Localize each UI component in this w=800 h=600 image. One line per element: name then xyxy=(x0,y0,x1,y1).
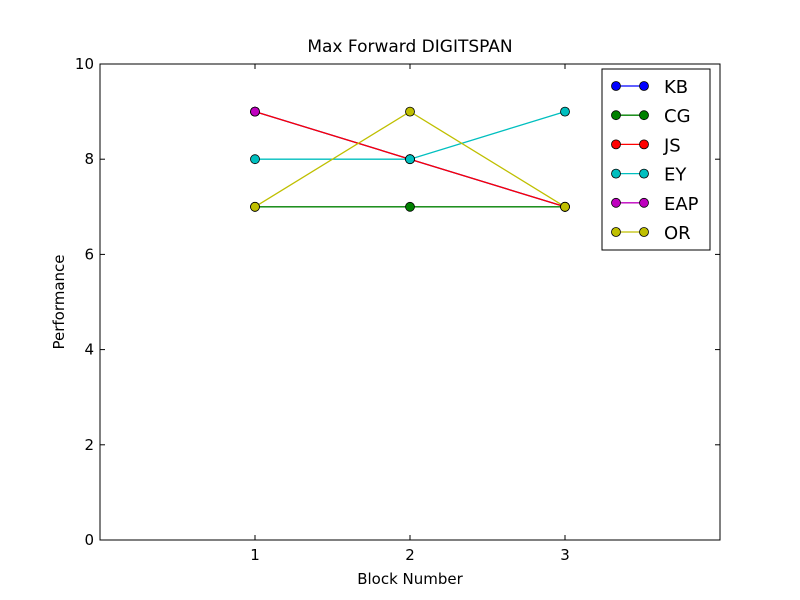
y-tick-label: 2 xyxy=(84,436,94,454)
plot-markers xyxy=(250,106,570,212)
legend-marker-right xyxy=(639,168,649,179)
y-tick-label: 6 xyxy=(84,245,94,263)
legend-label-js: JS xyxy=(663,135,681,156)
legend-marker-right xyxy=(639,81,649,91)
y-tick-label: 0 xyxy=(84,531,94,549)
data-point-or xyxy=(250,201,260,212)
y-tick-label: 8 xyxy=(84,150,94,168)
legend-label-kb: KB xyxy=(664,77,688,98)
legend-label-ey: EY xyxy=(664,165,687,186)
legend-marker-left xyxy=(611,227,621,237)
legend-marker-left xyxy=(611,197,621,208)
legend: KB CG JS EY EAP OR xyxy=(601,68,711,251)
x-tick-label: 2 xyxy=(405,546,415,564)
x-tick-label: 3 xyxy=(560,546,570,564)
x-axis-ticks: 1 2 3 xyxy=(250,64,570,564)
legend-marker-left xyxy=(611,168,621,179)
data-point-cg xyxy=(405,201,415,212)
y-axis-label: Performance xyxy=(50,254,68,349)
x-axis-label: Block Number xyxy=(357,570,463,588)
legend-marker-left xyxy=(611,81,621,91)
legend-marker-right xyxy=(639,197,649,208)
x-tick-label: 1 xyxy=(250,546,260,564)
data-point-ey xyxy=(405,154,415,165)
y-tick-label: 4 xyxy=(84,341,94,359)
chart-title: Max Forward DIGITSPAN xyxy=(307,37,512,57)
data-point-ey xyxy=(250,154,260,165)
legend-label-or: OR xyxy=(664,223,691,244)
data-point-ey xyxy=(560,106,570,117)
legend-marker-right xyxy=(639,227,649,237)
y-tick-label: 10 xyxy=(75,55,94,73)
legend-label-cg: CG xyxy=(664,106,691,127)
series-line-ey xyxy=(255,110,566,160)
legend-marker-right xyxy=(639,139,649,150)
legend-label-eap: EAP xyxy=(664,194,699,215)
data-point-eap xyxy=(250,106,260,117)
data-point-or xyxy=(405,106,415,117)
y-axis-ticks: 0 2 4 6 8 10 xyxy=(75,55,720,549)
legend-marker-right xyxy=(639,110,649,121)
legend-frame xyxy=(601,68,711,251)
data-point-or xyxy=(560,201,570,212)
legend-marker-left xyxy=(611,139,621,150)
legend-marker-left xyxy=(611,110,621,121)
